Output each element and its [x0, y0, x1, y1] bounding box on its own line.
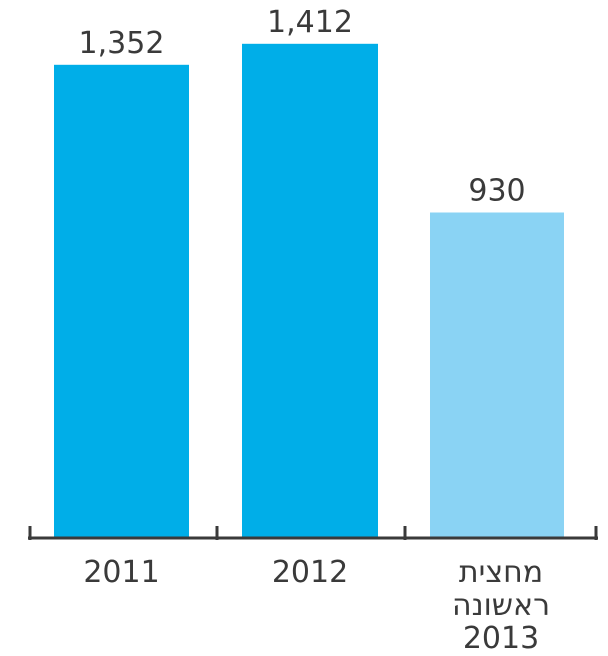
category-label-2-line-0: מחצית: [459, 555, 543, 590]
bar-0: [54, 64, 189, 539]
category-label-2-line-1: ראשונה: [452, 588, 550, 623]
value-labels-group: 1,352 1,412 930: [79, 5, 526, 209]
category-label-2-line-2: 2013: [463, 621, 539, 656]
bars-group: [54, 43, 564, 539]
value-label-1: 1,412: [267, 5, 353, 40]
bar-2: [430, 212, 564, 538]
x-axis: [28, 526, 598, 540]
category-label-1-line-0: 2012: [272, 555, 348, 590]
category-label-0-line-0: 2011: [83, 555, 159, 590]
bar-1: [242, 43, 378, 539]
value-label-2: 930: [468, 174, 525, 209]
value-label-0: 1,352: [79, 26, 165, 61]
